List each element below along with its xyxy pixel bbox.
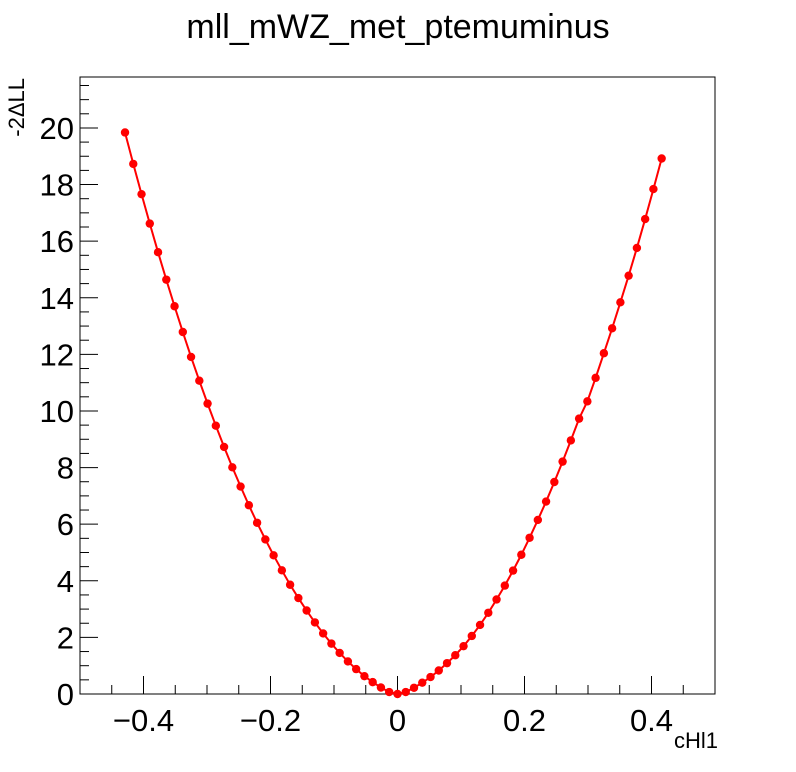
- data-point: [649, 184, 658, 194]
- y-tick-label: 10: [40, 394, 74, 429]
- x-tick-labels: −0.4 −0.2 0 0.2 0.4: [113, 703, 673, 738]
- data-point: [459, 641, 468, 651]
- data-point: [384, 687, 394, 697]
- data-point: [137, 189, 146, 199]
- y-tick-label: 6: [57, 507, 74, 542]
- data-point: [120, 128, 130, 137]
- x-tick-label: −0.4: [113, 703, 174, 738]
- data-point: [360, 671, 369, 681]
- data-point: [285, 580, 295, 589]
- y-tick-label: 12: [40, 337, 74, 372]
- plot-frame: [79, 76, 716, 695]
- data-point: [302, 606, 311, 615]
- data-point: [211, 421, 221, 430]
- data-point: [269, 551, 278, 560]
- data-point: [219, 442, 229, 452]
- data-point: [508, 566, 518, 575]
- data-point: [261, 535, 270, 544]
- data-point: [558, 457, 567, 466]
- data-point: [574, 414, 584, 423]
- data-point: [657, 154, 666, 163]
- data-point: [409, 683, 419, 692]
- data-point: [368, 677, 377, 687]
- data-point: [492, 595, 501, 604]
- x-tick-label: 0: [389, 703, 406, 738]
- data-point: [162, 275, 171, 284]
- x-axis-title: cHl1: [674, 728, 718, 753]
- data-point: [475, 620, 485, 630]
- y-tick-labels: 0 2 4 6 8 10 12 14 16 18 20: [40, 111, 74, 712]
- y-tick-label: 2: [57, 620, 74, 655]
- data-point: [434, 666, 443, 675]
- y-axis: [80, 84, 98, 695]
- data-point: [153, 247, 163, 257]
- data-point: [632, 243, 642, 253]
- y-tick-label: 14: [40, 281, 74, 316]
- data-point: [550, 477, 559, 487]
- data-point: [178, 327, 188, 337]
- data-point: [145, 219, 154, 228]
- data-point: [244, 501, 254, 510]
- data-point: [467, 631, 476, 641]
- data-point: [277, 566, 287, 575]
- data-point: [517, 550, 526, 559]
- y-tick-label: 18: [40, 168, 74, 203]
- chart-title: mll_mWZ_met_ptemuminus: [186, 8, 609, 46]
- x-tick-label: 0.2: [503, 703, 546, 738]
- y-tick-label: 20: [40, 111, 74, 146]
- data-point: [351, 664, 361, 674]
- data-point: [203, 399, 212, 408]
- data-point: [335, 648, 344, 658]
- data-point: [640, 214, 650, 224]
- data-point: [500, 581, 510, 590]
- data-point: [170, 302, 179, 311]
- data-point: [591, 373, 600, 383]
- data-point: [318, 629, 328, 638]
- data-point: [393, 689, 402, 699]
- series-points: [120, 128, 666, 699]
- series-line: [124, 132, 663, 696]
- data-point: [310, 618, 320, 627]
- y-tick-label: 8: [57, 451, 74, 486]
- data-point: [607, 324, 617, 333]
- data-point: [426, 672, 435, 682]
- data-point: [541, 497, 551, 506]
- x-tick-label: −0.2: [240, 703, 301, 738]
- data-point: [566, 436, 576, 445]
- data-point: [343, 657, 353, 666]
- data-point: [624, 271, 633, 280]
- data-point: [228, 463, 237, 472]
- data-point: [525, 533, 534, 542]
- data-point: [236, 482, 245, 491]
- data-point: [401, 687, 410, 697]
- data-point: [327, 639, 336, 648]
- data-point: [195, 376, 204, 385]
- data-point: [451, 651, 460, 660]
- data-point: [294, 593, 303, 603]
- data-point: [186, 352, 196, 362]
- data-point: [484, 608, 493, 617]
- data-point: [583, 397, 592, 406]
- y-tick-label: 4: [57, 564, 74, 599]
- data-point: [129, 159, 138, 169]
- data-point: [616, 298, 625, 307]
- data-point: [533, 515, 543, 525]
- y-tick-label: 16: [40, 224, 74, 259]
- series-lines: [124, 132, 663, 696]
- y-tick-label: 0: [57, 677, 74, 712]
- x-tick-label: 0.4: [630, 703, 673, 738]
- data-point: [442, 658, 452, 668]
- data-point: [376, 683, 386, 692]
- data-point: [599, 349, 609, 358]
- data-point: [252, 518, 262, 527]
- y-axis-title: -2ΔLL: [4, 78, 29, 137]
- data-point: [418, 678, 427, 687]
